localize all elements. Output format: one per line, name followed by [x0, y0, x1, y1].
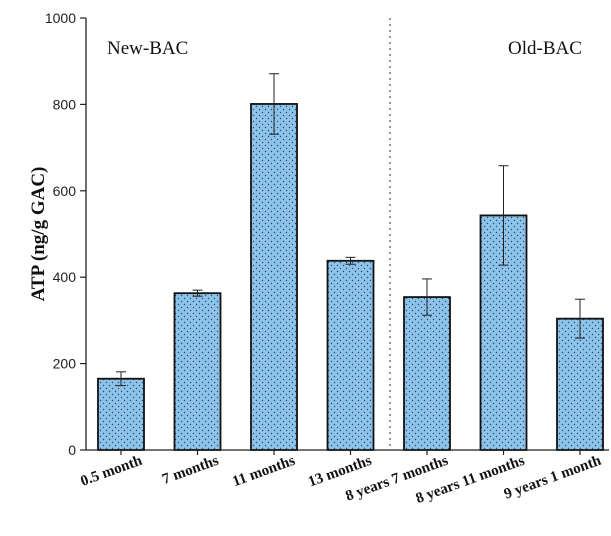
y-tick-label: 1000: [45, 10, 76, 26]
bar: [556, 317, 604, 451]
y-tick-label: 200: [53, 356, 77, 372]
group-label-new-bac: New-BAC: [107, 38, 188, 59]
group-labels: New-BAC Old-BAC: [107, 38, 582, 59]
y-tick-label: 0: [68, 442, 76, 458]
error-bars: [116, 73, 585, 387]
bar: [173, 292, 222, 451]
bars: [97, 103, 604, 451]
y-tick-label: 800: [53, 96, 77, 112]
x-tick-label: 7 months: [160, 453, 221, 488]
bar: [250, 103, 298, 451]
bar: [326, 259, 375, 451]
y-tick-label: 600: [53, 183, 77, 199]
group-label-old-bac: Old-BAC: [508, 38, 582, 59]
bar: [97, 377, 145, 451]
y-axis-label: ATP (ng/g GAC): [28, 167, 49, 302]
x-tick-label: 0.5 month: [79, 453, 145, 490]
y-tick-label: 400: [53, 269, 77, 285]
bar: [403, 296, 451, 451]
y-axis-ticks: 0 200 400 600 800 1000: [45, 10, 86, 458]
x-tick-label: 11 months: [230, 453, 297, 490]
